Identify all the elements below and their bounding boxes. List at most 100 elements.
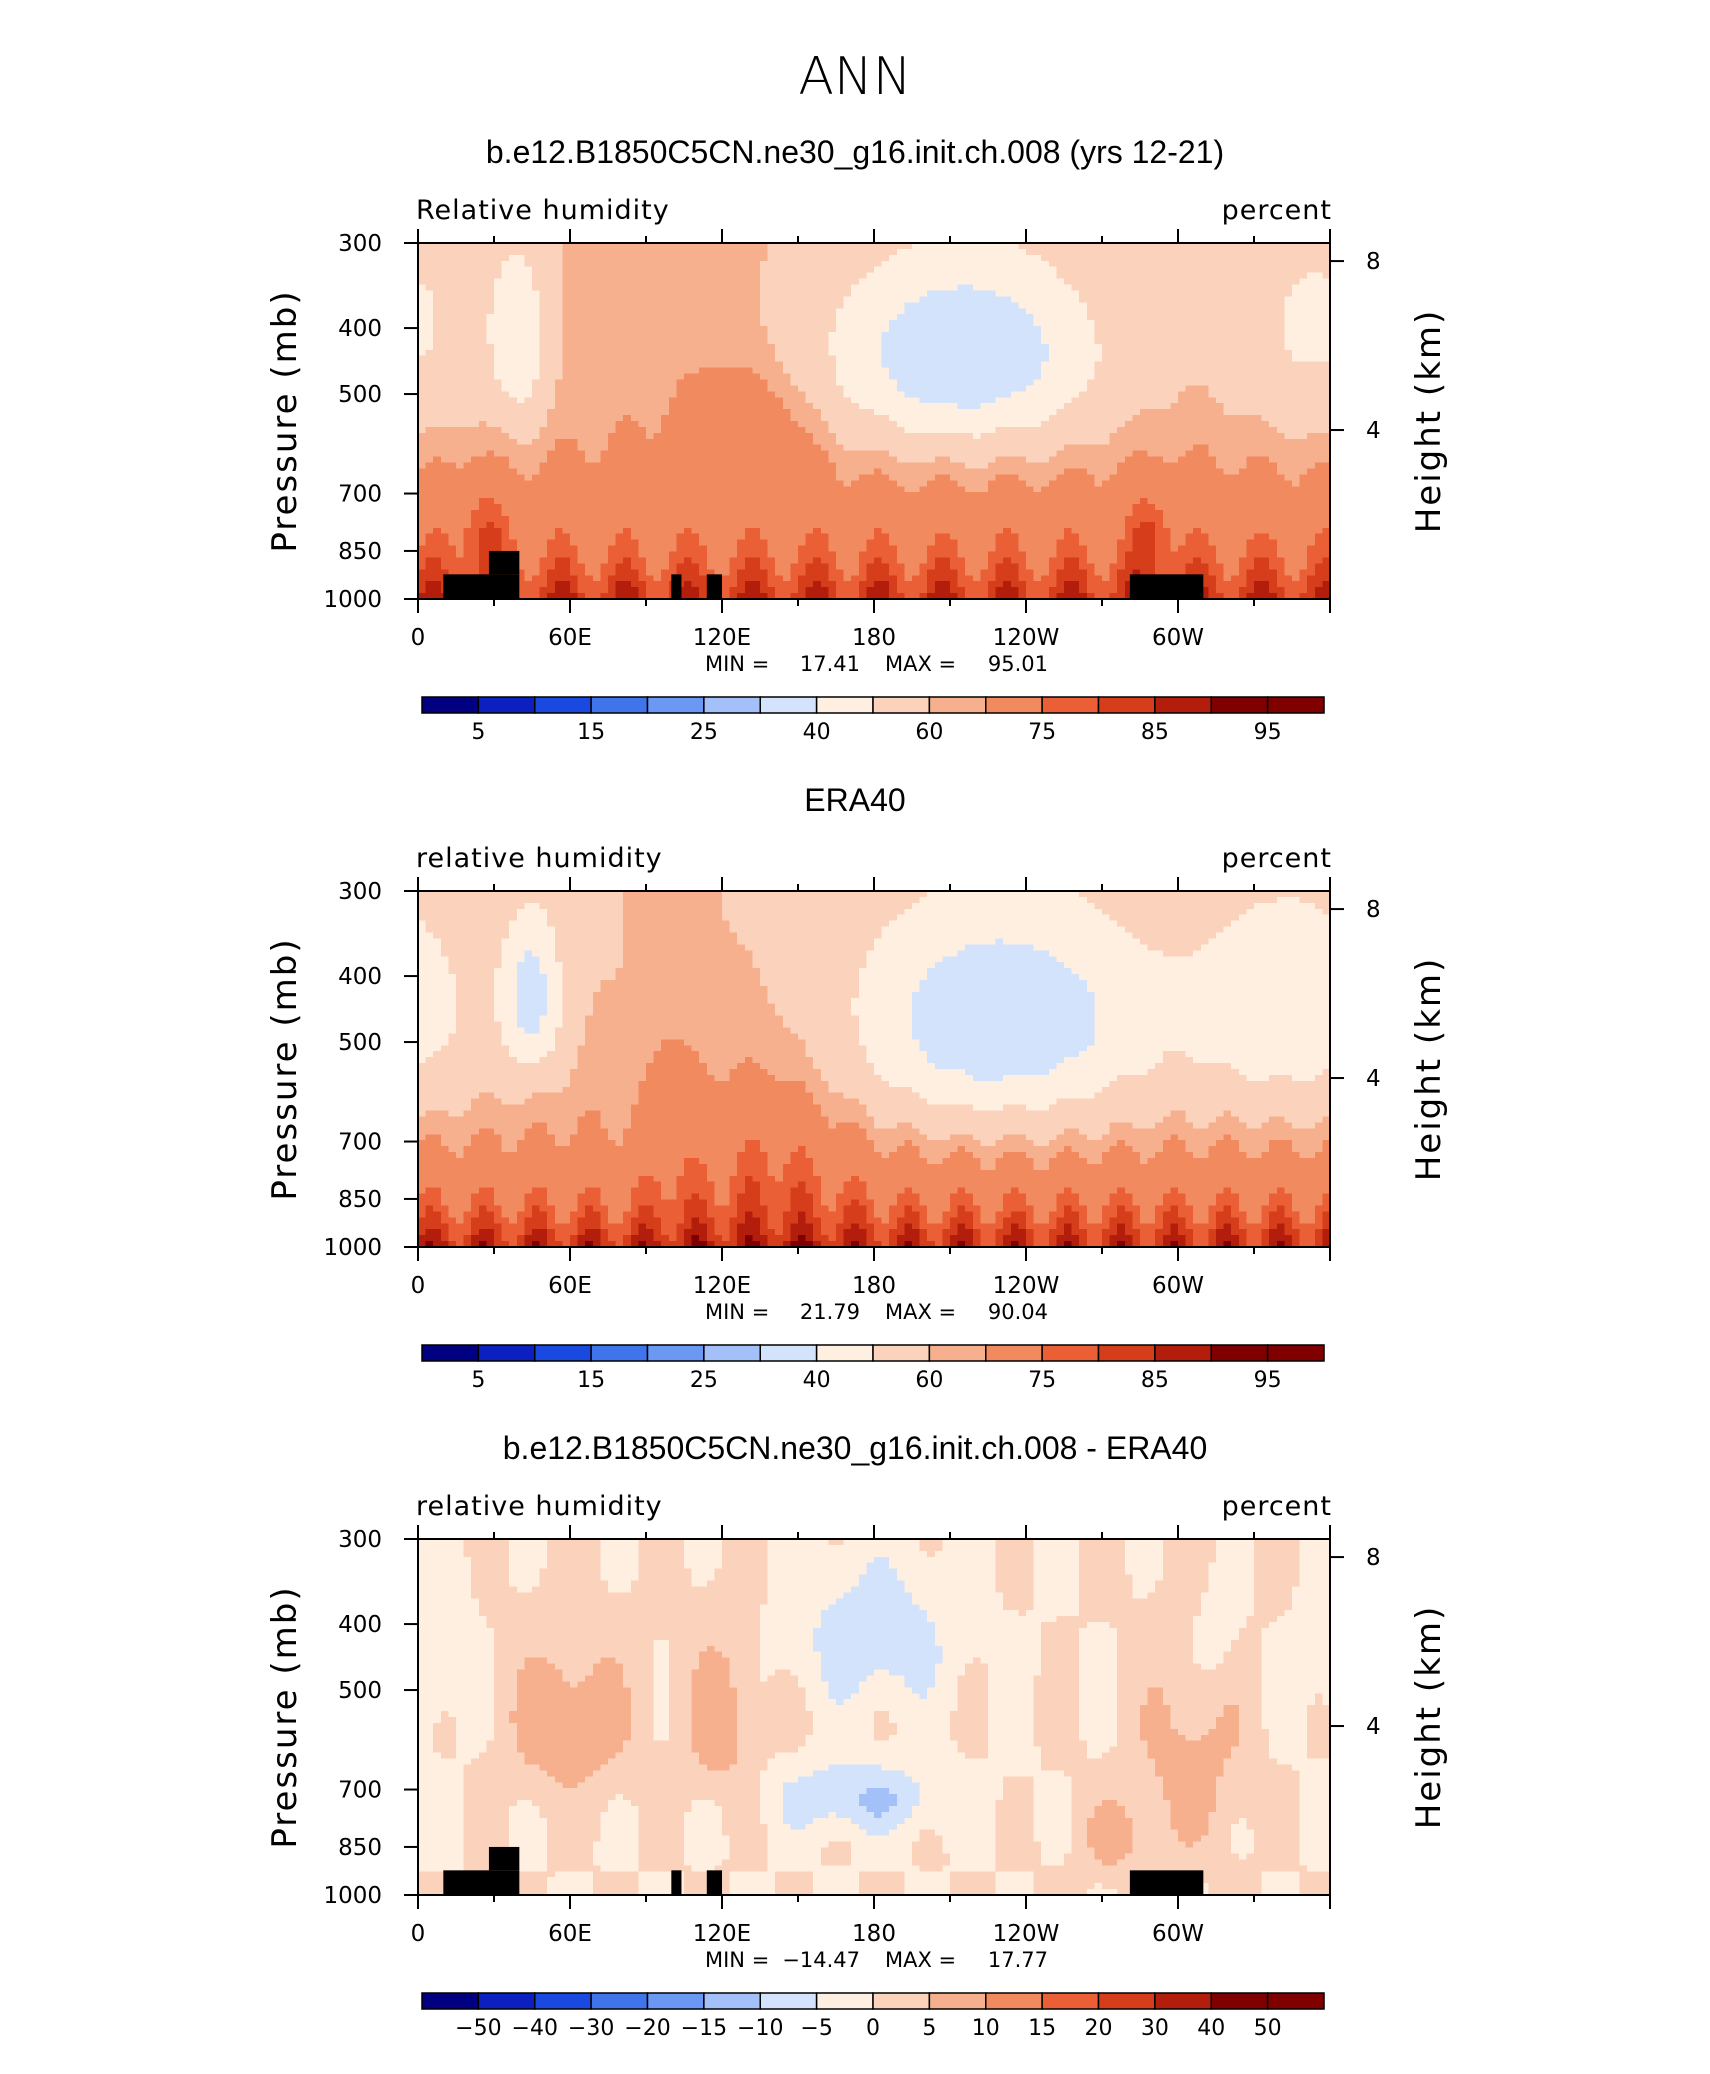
colorbar-box: [1211, 697, 1267, 713]
colorbar-box: [1042, 697, 1098, 713]
panel-title: b.e12.B1850C5CN.ne30_g16.init.ch.008 (yr…: [486, 134, 1224, 170]
colorbar-box: [817, 1993, 873, 2009]
y-tick-label: 300: [338, 231, 382, 257]
colorbar-label: 25: [690, 720, 718, 745]
colorbar-box: [1099, 1345, 1155, 1361]
y-tick-label: 1000: [323, 1883, 382, 1909]
colorbar-box: [535, 697, 591, 713]
max-label: MAX =: [885, 1948, 956, 1972]
x-tick-label: 180: [852, 1273, 896, 1299]
colorbar-label: 40: [803, 1368, 831, 1393]
colorbar-box: [986, 697, 1042, 713]
max-value: 95.01: [988, 652, 1048, 676]
y-tick-label: 1000: [323, 587, 382, 613]
x-tick-label: 60W: [1152, 1273, 1204, 1299]
colorbar-label: 60: [915, 1368, 943, 1393]
colorbar-label: 0: [866, 2016, 880, 2041]
max-value: 17.77: [988, 1948, 1048, 1972]
min-value: 21.79: [800, 1300, 860, 1324]
height-tick-label: 8: [1366, 249, 1381, 275]
colorbar-label: 75: [1028, 720, 1056, 745]
x-tick-label: 60W: [1152, 1921, 1204, 1947]
max-label: MAX =: [885, 652, 956, 676]
colorbar-box: [422, 1993, 478, 2009]
min-value: −14.47: [782, 1948, 860, 1972]
x-tick-label: 0: [411, 1921, 426, 1947]
x-tick-label: 180: [852, 1921, 896, 1947]
y-tick-label: 400: [338, 1612, 382, 1638]
colorbar-box: [929, 1993, 985, 2009]
colorbar-label: −15: [681, 2016, 727, 2041]
y-tick-label: 500: [338, 1030, 382, 1056]
colorbar-box: [1268, 1993, 1324, 2009]
height-axis-title: Height (km): [1409, 1605, 1449, 1830]
colorbar-box: [986, 1345, 1042, 1361]
colorbar-box: [1042, 1993, 1098, 2009]
y-tick-label: 700: [338, 1130, 382, 1156]
x-tick-label: 60E: [548, 1921, 592, 1947]
min-value: 17.41: [800, 652, 860, 676]
colorbar-box: [648, 1345, 704, 1361]
height-tick-label: 8: [1366, 897, 1381, 923]
colorbar-label: 75: [1028, 1368, 1056, 1393]
x-tick-label: 120E: [693, 625, 751, 651]
colorbar: 5 15 25 40 60 75 85 95: [422, 697, 1324, 745]
x-tick-label: 120E: [693, 1921, 751, 1947]
colorbar-box: [1099, 1993, 1155, 2009]
y-tick-label: 700: [338, 482, 382, 508]
x-tick-label: 120E: [693, 1273, 751, 1299]
min-label: MIN =: [705, 1948, 769, 1972]
colorbar-box: [478, 1345, 534, 1361]
colorbar-label: 40: [1197, 2016, 1225, 2041]
x-tick-label: 120W: [993, 625, 1060, 651]
colorbar-box: [760, 697, 816, 713]
y-tick-label: 500: [338, 1678, 382, 1704]
y-tick-label: 850: [338, 1187, 382, 1213]
colorbar-label: 60: [915, 720, 943, 745]
panel-title: b.e12.B1850C5CN.ne30_g16.init.ch.008 - E…: [503, 1430, 1207, 1466]
colorbar-box: [873, 1993, 929, 2009]
y-tick-label: 500: [338, 382, 382, 408]
contour-field: [418, 243, 1331, 600]
colorbar-box: [760, 1993, 816, 2009]
colorbar-box: [422, 697, 478, 713]
colorbar-box: [591, 1345, 647, 1361]
variable-label: relative humidity: [416, 1491, 663, 1522]
colorbar-label: 20: [1085, 2016, 1113, 2041]
units-label: percent: [1222, 1491, 1332, 1522]
height-tick-label: 8: [1366, 1545, 1381, 1571]
colorbar-box: [1099, 697, 1155, 713]
colorbar-box: [478, 697, 534, 713]
colorbar-label: 5: [471, 1368, 485, 1393]
colorbar-box: [704, 1993, 760, 2009]
colorbar-box: [535, 1993, 591, 2009]
x-tick-label: 180: [852, 625, 896, 651]
colorbar-box: [760, 1345, 816, 1361]
x-tick-label: 120W: [993, 1921, 1060, 1947]
height-axis-title: Height (km): [1409, 957, 1449, 1182]
max-label: MAX =: [885, 1300, 956, 1324]
colorbar-label: 40: [803, 720, 831, 745]
colorbar-box: [591, 1993, 647, 2009]
y-axis-title: Pressure (mb): [265, 1585, 305, 1848]
height-tick-label: 4: [1366, 418, 1381, 444]
units-label: percent: [1222, 843, 1332, 874]
x-tick-label: 0: [411, 625, 426, 651]
y-axis-title: Pressure (mb): [265, 289, 305, 552]
colorbar-box: [478, 1993, 534, 2009]
variable-label: relative humidity: [416, 843, 663, 874]
max-value: 90.04: [988, 1300, 1048, 1324]
colorbar-label: −5: [800, 2016, 832, 2041]
colorbar-label: −20: [624, 2016, 670, 2041]
x-tick-label: 60W: [1152, 625, 1204, 651]
colorbar-label: 30: [1141, 2016, 1169, 2041]
colorbar-box: [1268, 697, 1324, 713]
colorbar-box: [817, 1345, 873, 1361]
figure-title: ANN: [798, 47, 911, 107]
y-tick-label: 1000: [323, 1235, 382, 1261]
colorbar-box: [535, 1345, 591, 1361]
